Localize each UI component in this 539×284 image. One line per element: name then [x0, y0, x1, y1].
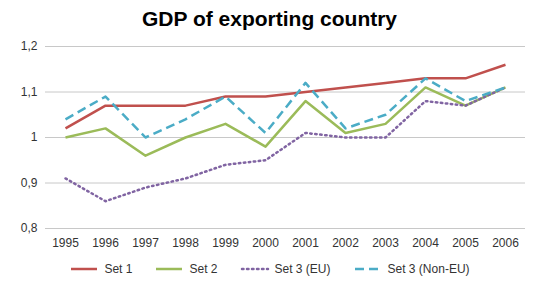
svg-text:1: 1 — [31, 130, 38, 144]
svg-text:2004: 2004 — [412, 236, 439, 250]
html-text:Set 3 (EU): Set 3 (EU) — [274, 262, 331, 276]
html-text:Set 1: Set 1 — [104, 262, 133, 276]
html-text:GDP of exporting country: GDP of exporting country — [141, 7, 398, 30]
svg-text:1997: 1997 — [132, 236, 159, 250]
svg-text:2000: 2000 — [252, 236, 279, 250]
svg-text:2002: 2002 — [332, 236, 359, 250]
html-text:Set 3 (Non-EU): Set 3 (Non-EU) — [387, 262, 470, 276]
svg-text:1995: 1995 — [52, 236, 79, 250]
svg-text:1996: 1996 — [92, 236, 119, 250]
svg-text:2003: 2003 — [372, 236, 399, 250]
svg-text:0,8: 0,8 — [21, 221, 38, 235]
svg-text:2006: 2006 — [492, 236, 519, 250]
svg-text:1,2: 1,2 — [21, 39, 38, 53]
svg-text:1999: 1999 — [212, 236, 239, 250]
svg-text:1,1: 1,1 — [21, 85, 38, 99]
svg-text:2001: 2001 — [292, 236, 319, 250]
svg-text:0,9: 0,9 — [21, 176, 38, 190]
html-text:Set 2: Set 2 — [189, 262, 218, 276]
svg-text:2005: 2005 — [452, 236, 479, 250]
svg-text:1998: 1998 — [172, 236, 199, 250]
